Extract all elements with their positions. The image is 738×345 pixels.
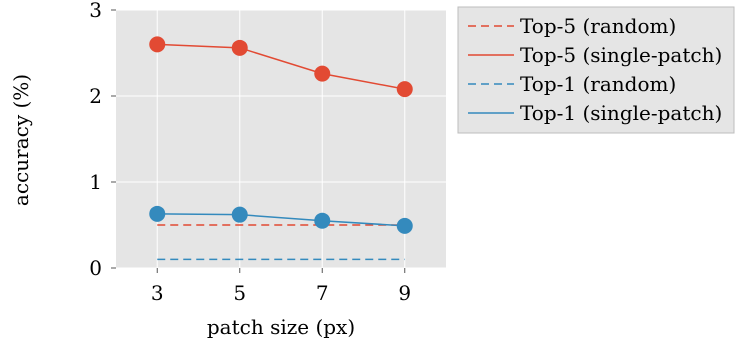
data-point-top-1-single-patch	[396, 217, 413, 234]
y-tick-label: 2	[89, 84, 102, 108]
legend-label: Top-1 (random)	[520, 72, 676, 96]
x-tick-label: 9	[398, 281, 411, 305]
legend-label: Top-5 (single-patch)	[520, 43, 722, 67]
series-layer	[149, 36, 413, 261]
plot-area	[116, 9, 446, 269]
data-point-top-5-single-patch	[314, 65, 331, 82]
series-line-top-5-single-patch	[157, 43, 405, 90]
legend-label: Top-5 (random)	[520, 14, 676, 38]
y-tick-label: 3	[89, 0, 102, 22]
x-axis-label: patch size (px)	[207, 315, 355, 339]
data-point-top-1-single-patch	[231, 206, 248, 223]
legend-box	[457, 6, 735, 134]
data-point-top-5-single-patch	[149, 36, 166, 53]
plot-background	[116, 10, 446, 268]
data-point-top-1-single-patch	[149, 205, 166, 222]
legend: Top-5 (random) Top-5 (single-patch) Top-1 …	[457, 6, 735, 134]
y-axis-label: accuracy (%)	[9, 74, 33, 206]
series-line-top-1-single-patch	[157, 213, 405, 227]
legend-label: Top-1 (single-patch)	[520, 101, 722, 125]
x-tick-label: 3	[151, 281, 164, 305]
x-tick-label: 5	[233, 281, 246, 305]
x-tick-label: 7	[316, 281, 329, 305]
data-point-top-5-single-patch	[231, 39, 248, 56]
y-tick-label: 1	[89, 170, 102, 194]
data-point-top-1-single-patch	[314, 212, 331, 229]
data-point-top-5-single-patch	[396, 81, 413, 98]
y-tick-label: 0	[89, 256, 102, 280]
axis-ticks: 3 5 7 9 0 1 2 3	[89, 0, 411, 305]
